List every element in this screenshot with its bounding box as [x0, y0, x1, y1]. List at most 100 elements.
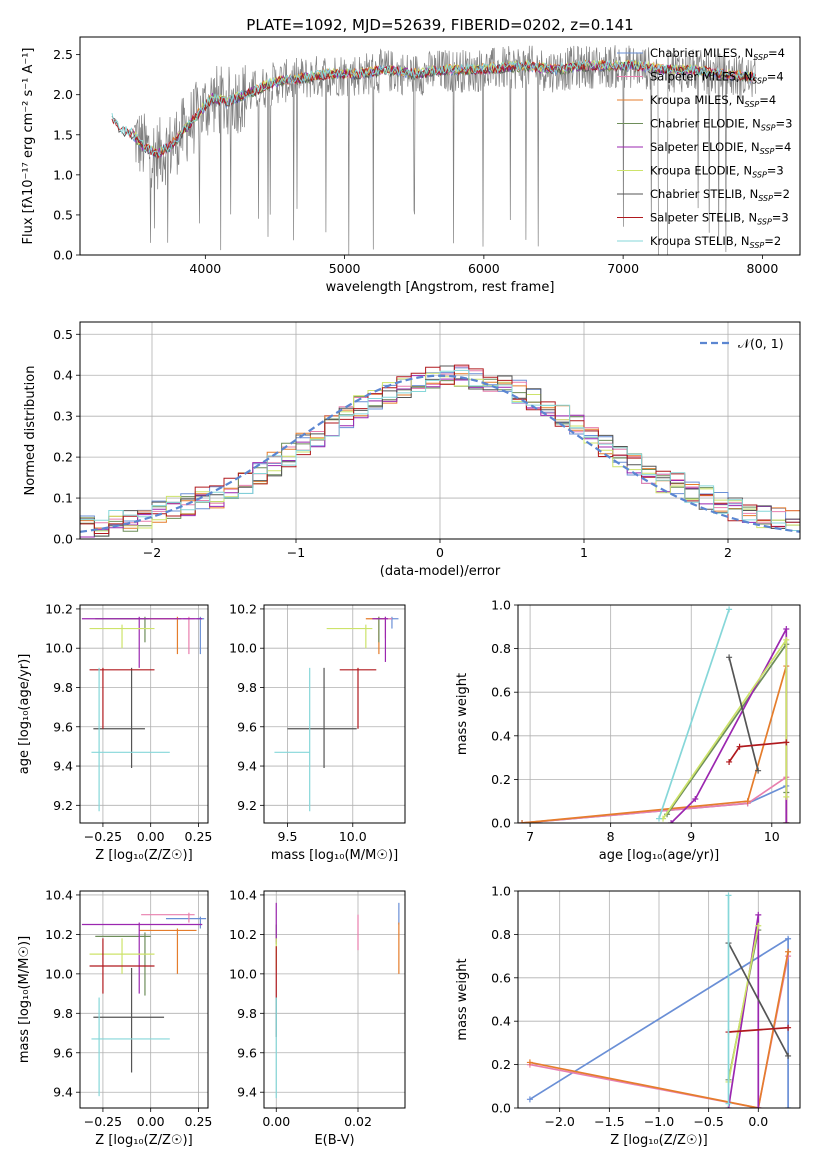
tick-label-x: −2 — [143, 545, 161, 560]
weight-line — [521, 665, 788, 823]
axis-label-x: E(B-V) — [314, 1133, 354, 1148]
tick-label-y: 10.4 — [45, 887, 73, 902]
weight-marker — [726, 606, 733, 613]
tick-label-x: 0.02 — [344, 1114, 372, 1129]
tick-label-x: −1.0 — [644, 1114, 674, 1129]
weight-marker — [755, 1105, 762, 1108]
tick-label-y: 9.2 — [237, 798, 257, 813]
tick-label-x: 8000 — [746, 261, 778, 276]
tick-label-x: 8 — [607, 829, 615, 844]
axis-label-y: mass weight — [455, 958, 470, 1040]
weight-marker — [785, 1024, 792, 1031]
tick-label-y: 9.4 — [53, 759, 73, 774]
tick-label-x: 0.25 — [185, 1114, 213, 1129]
axes-frame-weight_vs_Z: −2.0 −1.5 −1.0 −0.5 0.0 0.0 0.2 0.4 0.6 0.8 1.0 Z [… — [455, 884, 801, 1148]
axes-frame-residuals: −2 −1 0 1 2 0.0 0.1 0.2 0.3 0.4 0.5 (data-model)/er… — [23, 321, 801, 579]
axis-label-y: age [log₁₀(age/yr)] — [17, 654, 32, 775]
weight-marker — [783, 793, 790, 800]
weight-marker — [725, 892, 732, 899]
spectrum-model-line — [111, 59, 756, 157]
weight-line — [529, 951, 789, 1108]
plot-area-weight_vs_Z — [526, 892, 792, 1108]
panel-weight_vs_age: 7 8 9 10 0.0 0.2 0.4 0.6 0.8 1.0 age [log₁₀(age/yr… — [455, 598, 801, 863]
tick-label-y: 0.6 — [491, 685, 511, 700]
tick-label-x: 1 — [580, 545, 588, 560]
weight-marker — [726, 654, 733, 661]
tick-label-y: 0.4 — [491, 728, 511, 743]
tick-label-x: 2 — [724, 545, 732, 560]
weight-line — [728, 1026, 789, 1033]
tick-label-y: 2.0 — [53, 87, 73, 102]
axes-border — [79, 36, 801, 256]
tick-label-x: 0.25 — [185, 829, 213, 844]
tick-label-x: 5000 — [329, 261, 361, 276]
weight-line — [727, 942, 789, 1057]
weight-line — [727, 925, 760, 1083]
errorbar-point — [95, 932, 151, 996]
axes-border — [263, 604, 406, 824]
tick-label-y: 0.3 — [53, 409, 73, 424]
weight-marker — [783, 739, 790, 746]
axes-frame-mass_vs_ebv: 0.00 0.02 9.4 9.6 9.8 10.0 10.2 10.4 E(B-V) — [229, 887, 406, 1148]
tick-label-x: 0.0 — [748, 1114, 768, 1129]
axes-frame-age_vs_Z: −0.25 0.00 0.25 9.2 9.4 9.6 9.8 10.0 10.2 Z [log₁… — [17, 601, 212, 863]
tick-label-y: 2.5 — [53, 47, 73, 62]
errorbar-point — [287, 667, 357, 769]
panel-mass_vs_ebv: 0.00 0.02 9.4 9.6 9.8 10.0 10.2 10.4 E(B-V) — [229, 887, 406, 1148]
axes-border — [517, 604, 801, 824]
tick-label-y: 0.2 — [53, 450, 73, 465]
legend-entry: Salpeter STELIB, NSSP=3 — [650, 211, 789, 227]
tick-label-x: 7 — [526, 829, 534, 844]
errorbar-point — [89, 624, 155, 649]
errorbar-point — [165, 916, 207, 929]
tick-label-y: 0.5 — [53, 327, 73, 342]
plot-area-weight_vs_age — [519, 606, 790, 823]
axis-label-y: mass [log₁₀(M/M☉)] — [17, 936, 32, 1063]
tick-label-y: 10.0 — [45, 641, 73, 656]
weight-marker — [755, 911, 762, 918]
errorbar-point — [141, 912, 195, 923]
tick-label-y: 9.8 — [237, 680, 257, 695]
plot-area-age_vs_Z — [81, 616, 205, 812]
weight-marker — [755, 767, 762, 774]
tick-label-y: 9.2 — [53, 798, 73, 813]
tick-label-y: 0.6 — [491, 970, 511, 985]
panel-age_vs_mass: 9.5 10.0 9.2 9.4 9.6 9.8 10.0 10.2 mass [log₁₀(M… — [229, 601, 406, 863]
errorbar-point — [274, 667, 311, 812]
weight-marker — [744, 798, 751, 805]
tick-label-y: 10.4 — [229, 887, 257, 902]
weight-marker — [785, 1052, 792, 1059]
weight-marker — [725, 1100, 732, 1107]
errorbar-point — [93, 667, 145, 769]
tick-label-y: 10.2 — [45, 927, 73, 942]
axes-border — [79, 604, 209, 824]
weight-line — [727, 914, 760, 1108]
tick-label-y: 10.2 — [229, 601, 257, 616]
tick-label-x: −0.25 — [84, 829, 122, 844]
errorbar-point — [89, 667, 155, 729]
axis-label-y: Flux [fλ10⁻¹⁷ erg cm⁻² s⁻¹ A⁻¹] — [21, 48, 36, 245]
tick-label-x: −1.5 — [594, 1114, 624, 1129]
tick-label-y: 0.0 — [491, 1101, 511, 1116]
plot-area-residuals — [80, 364, 800, 538]
errorbar-point — [372, 616, 389, 662]
tick-label-y: 10.0 — [229, 966, 257, 981]
normal-curve — [80, 374, 800, 533]
tick-label-y: 1.0 — [491, 884, 511, 899]
axes-border — [263, 890, 406, 1109]
tick-label-x: 0.00 — [137, 829, 165, 844]
tick-label-x: 4000 — [189, 261, 221, 276]
panel-mass_vs_Z: −0.25 0.00 0.25 9.4 9.6 9.8 10.0 10.2 10.4 Z [log… — [17, 887, 212, 1148]
tick-label-y: 10.2 — [45, 601, 73, 616]
axis-label-x: mass [log₁₀(M/M☉)] — [271, 848, 398, 863]
legend-entry: Kroupa MILES, NSSP=4 — [650, 93, 776, 109]
tick-label-x: 6000 — [468, 261, 500, 276]
plot-area-age_vs_mass — [274, 616, 399, 812]
tick-label-y: 9.6 — [237, 719, 257, 734]
tick-label-x: −1 — [287, 545, 305, 560]
weight-marker — [692, 796, 699, 803]
weight-marker — [783, 625, 790, 632]
tick-label-y: 0.2 — [491, 772, 511, 787]
axes-border — [79, 890, 209, 1109]
plot-area-mass_vs_ebv — [275, 902, 400, 1099]
